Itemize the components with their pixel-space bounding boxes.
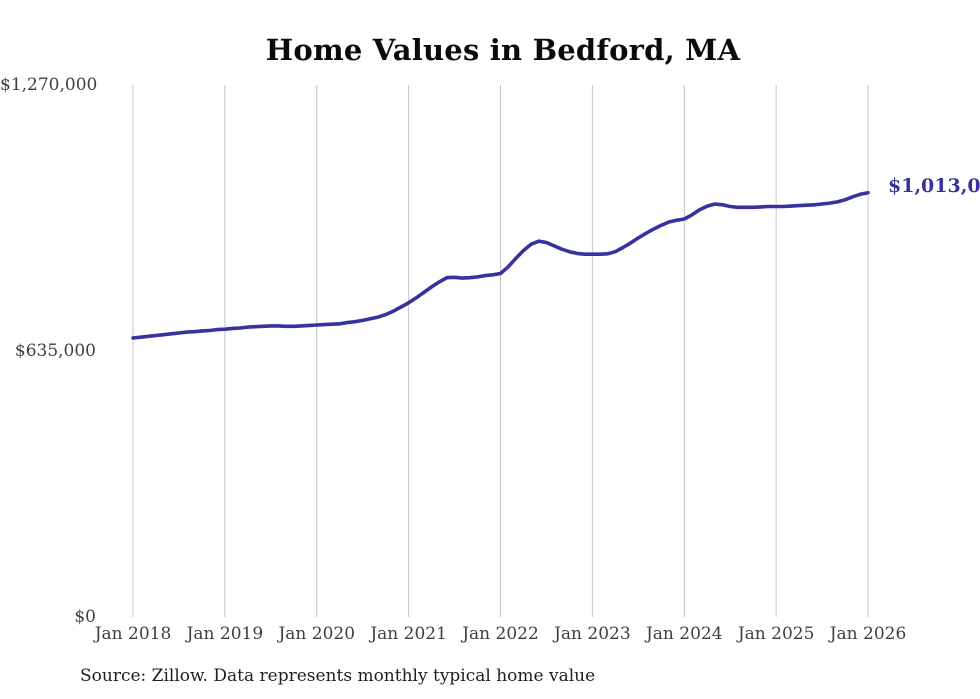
end-value-label: $1,013,000 bbox=[888, 175, 980, 197]
value-line bbox=[131, 190, 870, 340]
x-tick-label: Jan 2024 bbox=[645, 624, 723, 644]
y-tick-label: $1,270,000 bbox=[0, 75, 98, 95]
x-tick-label: Jan 2020 bbox=[278, 624, 356, 644]
y-tick-label: $635,000 bbox=[14, 341, 96, 361]
x-tick-label: Jan 2025 bbox=[737, 624, 815, 644]
x-tick-label: Jan 2021 bbox=[370, 624, 447, 644]
y-tick-label: $0 bbox=[74, 607, 96, 627]
chart-title: Home Values in Bedford, MA bbox=[265, 33, 741, 67]
x-tick-label: Jan 2023 bbox=[554, 624, 631, 644]
x-tick-label: Jan 2019 bbox=[186, 624, 264, 644]
x-tick-label: Jan 2018 bbox=[94, 624, 172, 644]
source-note: Source: Zillow. Data represents monthly … bbox=[80, 666, 596, 686]
x-tick-label: Jan 2022 bbox=[462, 624, 539, 644]
x-tick-label: Jan 2026 bbox=[829, 624, 907, 644]
